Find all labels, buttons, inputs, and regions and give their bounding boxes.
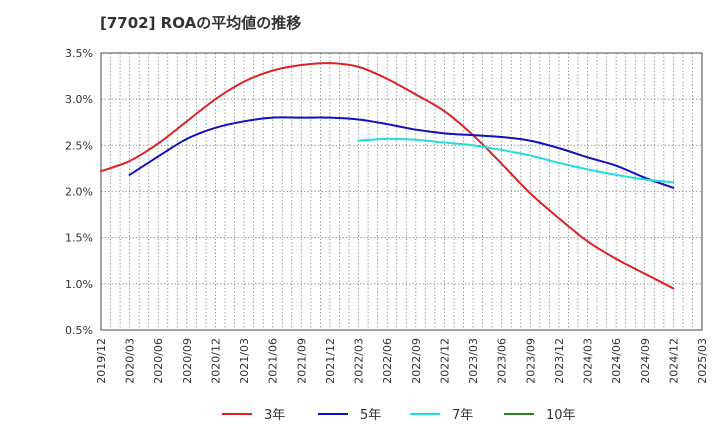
x-tick-label: 2022/09 xyxy=(410,338,423,384)
legend-label: 5年 xyxy=(360,408,381,423)
x-tick-label: 2022/12 xyxy=(438,338,451,384)
y-tick-label: 2.0% xyxy=(65,186,93,199)
series-line-1 xyxy=(100,62,675,290)
x-tick-label: 2021/06 xyxy=(267,338,280,384)
x-tick-label: 2022/03 xyxy=(353,338,366,384)
y-tick-label: 1.5% xyxy=(65,232,93,245)
x-tick-label: 2024/09 xyxy=(639,338,652,384)
x-tick-label: 2021/09 xyxy=(295,338,308,384)
chart-title: [7702] ROAの平均値の推移 xyxy=(100,14,302,32)
x-tick-label: 2024/12 xyxy=(667,338,680,384)
legend-label: 3年 xyxy=(264,408,285,423)
y-tick-label: 3.5% xyxy=(65,47,93,60)
x-tick-label: 2019/12 xyxy=(95,338,108,384)
legend-label: 7年 xyxy=(452,408,473,423)
y-tick-label: 3.0% xyxy=(65,93,93,106)
x-tick-label: 2020/09 xyxy=(181,338,194,384)
series-line-2 xyxy=(128,116,675,189)
x-tick-label: 2021/03 xyxy=(238,338,251,384)
y-tick-label: 0.5% xyxy=(65,324,93,337)
x-tick-label: 2022/06 xyxy=(381,338,394,384)
y-tick-label: 1.0% xyxy=(65,278,93,291)
x-tick-label: 2021/12 xyxy=(324,338,337,384)
series-line-3 xyxy=(357,137,675,184)
x-tick-label: 2024/03 xyxy=(582,338,595,384)
plot-area xyxy=(101,53,702,330)
x-tick-label: 2023/03 xyxy=(467,338,480,384)
x-tick-label: 2024/06 xyxy=(610,338,623,384)
plot-border xyxy=(100,52,703,331)
legend-label: 10年 xyxy=(546,408,576,423)
x-tick-label: 2023/06 xyxy=(496,338,509,384)
y-tick-label: 2.5% xyxy=(65,139,93,152)
x-tick-label: 2025/03 xyxy=(696,338,709,384)
x-tick-label: 2020/03 xyxy=(124,338,137,384)
x-tick-label: 2020/06 xyxy=(152,338,165,384)
x-tick-label: 2020/12 xyxy=(209,338,222,384)
x-tick-label: 2023/09 xyxy=(524,338,537,384)
x-tick-label: 2023/12 xyxy=(553,338,566,384)
